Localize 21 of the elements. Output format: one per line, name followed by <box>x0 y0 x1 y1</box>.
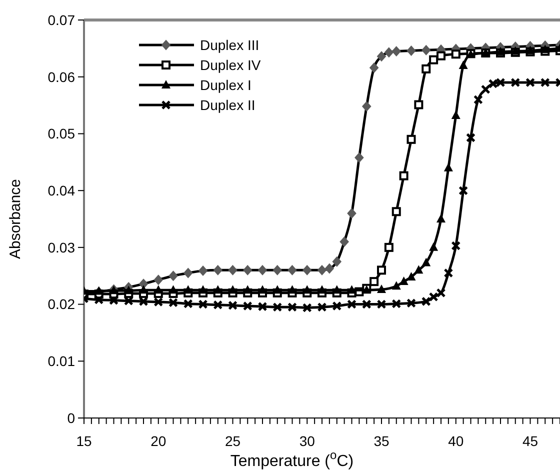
y-tick-label: 0.05 <box>48 126 76 142</box>
x-tick-label: 40 <box>448 433 464 449</box>
y-tick-label: 0.03 <box>48 239 76 256</box>
x-tick-label: 45 <box>522 433 538 449</box>
legend-label: Duplex IV <box>200 56 262 73</box>
y-tick-label: 0 <box>67 410 76 426</box>
y-tick-label: 0.06 <box>48 68 76 85</box>
x-tick-label: 20 <box>150 433 166 449</box>
y-axis-title: Absorbance <box>7 178 24 260</box>
x-tick-label: 35 <box>374 433 390 449</box>
x-tick-label: 25 <box>224 433 241 449</box>
y-tick-label: 0.07 <box>48 12 76 28</box>
y-tick-label: 0.04 <box>48 182 76 198</box>
x-axis-title: Temperature ($^{o}$C) <box>230 448 354 470</box>
legend-label: Duplex II <box>200 96 256 113</box>
x-tick-label: 15 <box>76 433 92 449</box>
y-tick-label: 0.02 <box>48 296 76 312</box>
x-tick-label: 30 <box>299 433 316 449</box>
legend-label: Duplex III <box>200 36 260 53</box>
y-tick-label: 0.01 <box>48 353 76 370</box>
legend-label: Duplex I <box>200 76 252 93</box>
